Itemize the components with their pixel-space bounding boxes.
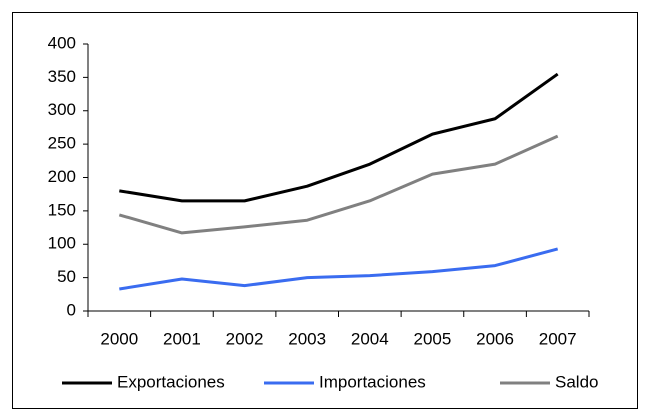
y-tick-label: 300 [48,100,76,119]
y-tick-label: 150 [48,200,76,219]
y-tick-label: 350 [48,67,76,86]
y-tick-label: 400 [48,33,76,52]
x-tick-label: 2003 [288,329,326,348]
x-tick-label: 2006 [476,329,514,348]
x-tick-label: 2007 [539,329,577,348]
series-line [118,134,559,235]
legend-label: Saldo [555,372,598,391]
y-tick-label: 0 [67,300,76,319]
y-tick-label: 100 [48,234,76,253]
series-line [119,247,559,291]
series-line [119,72,559,203]
x-tick-label: 2004 [351,329,389,348]
y-tick-label: 250 [48,134,76,153]
legend-label: Exportaciones [117,372,225,391]
y-tick-label: 200 [48,167,76,186]
chart-frame [12,12,638,409]
x-tick-label: 2001 [163,329,201,348]
x-tick-label: 2005 [414,329,452,348]
x-tick-label: 2000 [100,329,138,348]
x-tick-label: 2002 [226,329,264,348]
legend-label: Importaciones [319,372,426,391]
y-tick-label: 50 [57,267,76,286]
